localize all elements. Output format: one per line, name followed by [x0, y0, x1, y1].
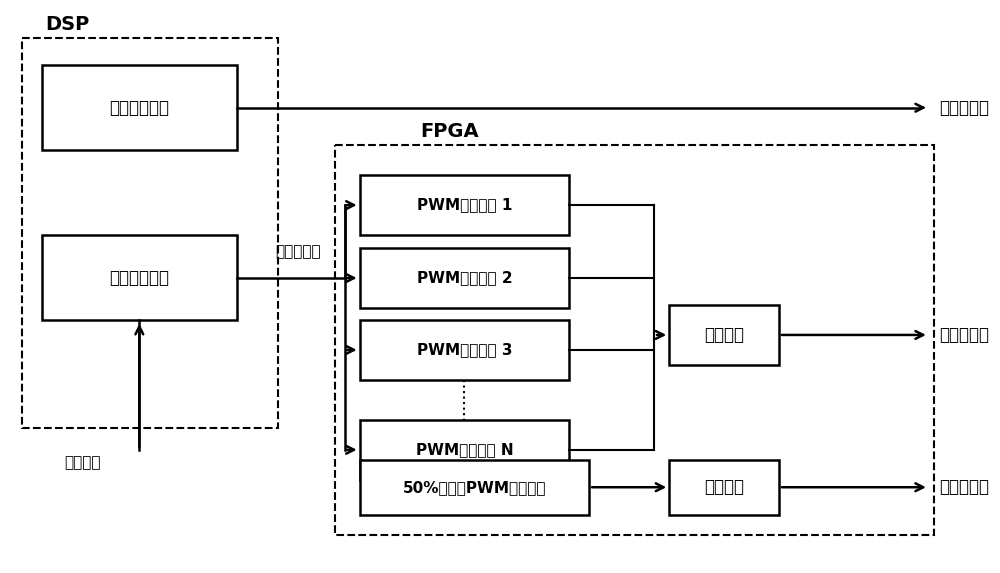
Text: 后级逆变级: 后级逆变级 [939, 99, 989, 117]
Bar [360, 248, 569, 308]
Text: 50%占空比PWM波发生器: 50%占空比PWM波发生器 [403, 480, 546, 494]
Bar [335, 145, 934, 535]
Text: PWM波发生器 1: PWM波发生器 1 [417, 198, 512, 213]
Bar [669, 460, 779, 515]
Text: FPGA: FPGA [420, 121, 479, 141]
Text: 死区发生: 死区发生 [704, 326, 744, 344]
Text: 前级整流级: 前级整流级 [939, 326, 989, 344]
Bar [360, 420, 569, 480]
Text: 死区发生: 死区发生 [704, 478, 744, 496]
Bar [360, 175, 569, 235]
Text: PWM波发生器 3: PWM波发生器 3 [417, 343, 512, 358]
Text: 反馈信号: 反馈信号 [64, 455, 101, 470]
Bar [42, 65, 237, 150]
Text: 前级控制系统: 前级控制系统 [109, 269, 169, 286]
Text: DSP: DSP [45, 15, 89, 34]
Text: 占空比数据: 占空比数据 [275, 245, 321, 260]
Bar [360, 460, 589, 515]
Text: PWM波发生器 2: PWM波发生器 2 [417, 270, 512, 285]
Bar [22, 38, 278, 428]
Bar [42, 235, 237, 320]
Bar [669, 305, 779, 365]
Bar [360, 320, 569, 380]
Text: 后级控制系统: 后级控制系统 [109, 99, 169, 117]
Text: PWM波发生器 N: PWM波发生器 N [416, 442, 513, 457]
Text: 中间隔离级: 中间隔离级 [939, 478, 989, 496]
